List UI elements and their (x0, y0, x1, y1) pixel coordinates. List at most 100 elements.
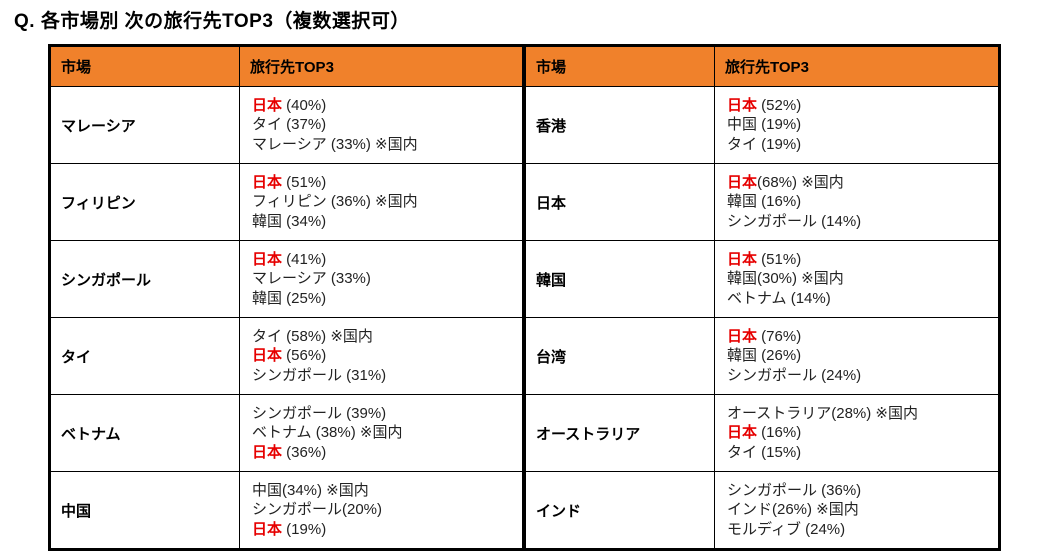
page-title: Q. 各市場別 次の旅行先TOP3（複数選択可） (14, 11, 410, 32)
destination-line: 日本(68%) ※国内 (727, 173, 986, 193)
market-cell: フィリピン (50, 163, 240, 241)
destination-text: オーストラリア(28%) ※国内 (727, 404, 918, 422)
destination-line: シンガポール (36%) (727, 481, 986, 501)
market-cell: インド (525, 471, 715, 549)
destination-line: シンガポール (24%) (727, 366, 986, 386)
destination-text: ベトナム (38%) ※国内 (252, 424, 403, 442)
destination-text: タイ (15%) (727, 443, 802, 461)
destination-line: 日本 (76%) (727, 327, 986, 347)
destinations-cell: シンガポール (39%) ベトナム (38%) ※国内 日本 (36%) (239, 394, 524, 472)
destination-line: シンガポール (39%) (252, 404, 510, 424)
market-column-header: 市場 (525, 46, 715, 87)
destination-line: シンガポール (31%) (252, 366, 510, 386)
destination-text: シンガポール (14%) (727, 212, 862, 230)
destinations-cell: 日本 (52%) 中国 (19%) タイ (19%) (714, 86, 999, 164)
destination-text: 韓国(30%) ※国内 (727, 270, 844, 288)
destination-line: 韓国(30%) ※国内 (727, 269, 986, 289)
market-table-right: 市場 旅行先TOP3 香港 日本 (52%) 中国 (19%) タイ (19%) 日本 日本(… (525, 46, 999, 549)
destination-text: シンガポール (31%) (252, 366, 387, 384)
top3-column-header: 旅行先TOP3 (239, 46, 524, 87)
destination-text: インド(26%) ※国内 (727, 501, 859, 519)
table-row: シンガポール 日本 (41%) マレーシア (33%) 韓国 (25%) (50, 240, 524, 318)
destination-text: (36%) (282, 443, 327, 461)
destinations-cell: 中国(34%) ※国内 シンガポール(20%) 日本 (19%) (239, 471, 524, 549)
destination-text: (40%) (282, 96, 327, 114)
market-cell: 台湾 (525, 317, 715, 395)
destination-text: 中国 (19%) (727, 116, 802, 134)
japan-highlight: 日本 (727, 96, 758, 114)
destination-text: (76%) (757, 327, 802, 345)
destination-text: シンガポール (39%) (252, 404, 387, 422)
japan-highlight: 日本 (252, 443, 283, 461)
destination-line: 日本 (56%) (252, 346, 510, 366)
destination-line: タイ (37%) (252, 115, 510, 135)
japan-highlight: 日本 (727, 424, 758, 442)
destinations-cell: 日本 (76%) 韓国 (26%) シンガポール (24%) (714, 317, 999, 395)
table-row: マレーシア 日本 (40%) タイ (37%) マレーシア (33%) ※国内 (50, 86, 524, 164)
destination-text: (51%) (757, 250, 802, 268)
table-row: ベトナム シンガポール (39%) ベトナム (38%) ※国内 日本 (36%) (50, 394, 524, 472)
destination-text: タイ (19%) (727, 135, 802, 153)
destination-line: ベトナム (38%) ※国内 (252, 423, 510, 443)
destination-text: タイ (37%) (252, 116, 327, 134)
japan-highlight: 日本 (252, 173, 283, 191)
destination-text: (52%) (757, 96, 802, 114)
market-cell: ベトナム (50, 394, 240, 472)
destination-text: 韓国 (34%) (252, 212, 327, 230)
destination-text: (16%) (757, 424, 802, 442)
destination-text: シンガポール(20%) (252, 501, 383, 519)
table-row: インド シンガポール (36%) インド(26%) ※国内 モルディブ (24%) (525, 471, 999, 549)
japan-highlight: 日本 (727, 327, 758, 345)
header-row: 市場 旅行先TOP3 (50, 46, 524, 87)
table-row: フィリピン 日本 (51%) フィリピン (36%) ※国内 韓国 (34%) (50, 163, 524, 241)
destination-text: シンガポール (36%) (727, 481, 862, 499)
table-row: 台湾 日本 (76%) 韓国 (26%) シンガポール (24%) (525, 317, 999, 395)
japan-highlight: 日本 (727, 250, 758, 268)
destination-text: マレーシア (33%) ※国内 (252, 135, 418, 153)
destination-line: タイ (58%) ※国内 (252, 327, 510, 347)
table-row: 韓国 日本 (51%) 韓国(30%) ※国内 ベトナム (14%) (525, 240, 999, 318)
destination-text: 中国(34%) ※国内 (252, 481, 369, 499)
destination-line: 日本 (40%) (252, 96, 510, 116)
japan-highlight: 日本 (252, 250, 283, 268)
table-row: タイ タイ (58%) ※国内 日本 (56%) シンガポール (31%) (50, 317, 524, 395)
destination-line: 中国(34%) ※国内 (252, 481, 510, 501)
destinations-cell: 日本 (51%) フィリピン (36%) ※国内 韓国 (34%) (239, 163, 524, 241)
destination-text: 韓国 (16%) (727, 193, 802, 211)
table-row: 香港 日本 (52%) 中国 (19%) タイ (19%) (525, 86, 999, 164)
destination-line: 日本 (51%) (727, 250, 986, 270)
destination-text: シンガポール (24%) (727, 366, 862, 384)
destination-text: 韓国 (26%) (727, 347, 802, 365)
destination-line: 韓国 (16%) (727, 192, 986, 212)
table-row: オーストラリア オーストラリア(28%) ※国内 日本 (16%) タイ (15%) (525, 394, 999, 472)
destination-line: 中国 (19%) (727, 115, 986, 135)
destinations-cell: シンガポール (36%) インド(26%) ※国内 モルディブ (24%) (714, 471, 999, 549)
market-cell: 日本 (525, 163, 715, 241)
destination-line: 日本 (51%) (252, 173, 510, 193)
market-cell: 香港 (525, 86, 715, 164)
table-row: 日本 日本(68%) ※国内 韓国 (16%) シンガポール (14%) (525, 163, 999, 241)
destination-text: (56%) (282, 347, 327, 365)
destination-text: (19%) (282, 520, 327, 538)
destination-line: フィリピン (36%) ※国内 (252, 192, 510, 212)
destination-text: タイ (58%) ※国内 (252, 327, 373, 345)
market-cell: 韓国 (525, 240, 715, 318)
market-cell: マレーシア (50, 86, 240, 164)
destination-line: マレーシア (33%) ※国内 (252, 135, 510, 155)
destination-line: ベトナム (14%) (727, 289, 986, 309)
destination-text: (41%) (282, 250, 327, 268)
destination-text: 韓国 (25%) (252, 289, 327, 307)
destination-line: 韓国 (25%) (252, 289, 510, 309)
top3-column-header: 旅行先TOP3 (714, 46, 999, 87)
destinations-cell: 日本 (51%) 韓国(30%) ※国内 ベトナム (14%) (714, 240, 999, 318)
destination-line: モルディブ (24%) (727, 520, 986, 540)
destination-text: フィリピン (36%) ※国内 (252, 193, 418, 211)
market-cell: 中国 (50, 471, 240, 549)
destination-line: 日本 (19%) (252, 520, 510, 540)
destination-text: モルディブ (24%) (727, 520, 846, 538)
destination-line: シンガポール (14%) (727, 212, 986, 232)
destinations-cell: タイ (58%) ※国内 日本 (56%) シンガポール (31%) (239, 317, 524, 395)
market-column-header: 市場 (50, 46, 240, 87)
destination-line: 日本 (16%) (727, 423, 986, 443)
